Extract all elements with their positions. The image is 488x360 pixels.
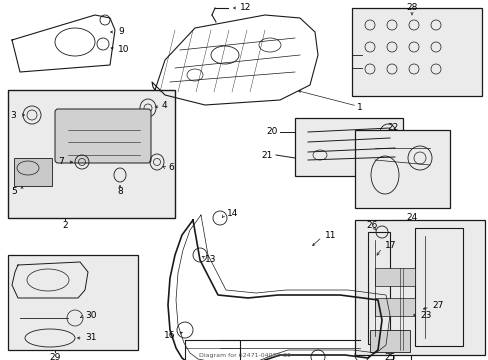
Text: 9: 9 — [118, 27, 123, 36]
Text: 11: 11 — [325, 230, 336, 239]
Text: 6: 6 — [168, 163, 173, 172]
Text: 22: 22 — [386, 122, 398, 131]
Bar — [354, 220, 484, 355]
Text: 27: 27 — [431, 301, 443, 310]
Text: 26: 26 — [366, 220, 377, 230]
Text: 4: 4 — [162, 102, 167, 111]
Bar — [8, 255, 138, 350]
Text: 24: 24 — [406, 213, 417, 222]
Text: 20: 20 — [266, 127, 278, 136]
Text: 12: 12 — [240, 4, 251, 13]
Text: 7: 7 — [58, 158, 64, 166]
Bar — [184, 340, 240, 360]
Text: 21: 21 — [261, 150, 272, 159]
Bar — [374, 298, 414, 316]
Text: 3: 3 — [10, 111, 16, 120]
Text: 29: 29 — [49, 352, 61, 360]
Bar — [351, 8, 481, 96]
FancyBboxPatch shape — [55, 109, 151, 163]
Text: 10: 10 — [118, 45, 129, 54]
Text: 2: 2 — [62, 220, 68, 230]
Text: 31: 31 — [85, 333, 96, 342]
Text: 13: 13 — [204, 256, 216, 265]
Bar — [392, 220, 410, 360]
Bar — [374, 268, 414, 286]
Text: 17: 17 — [384, 240, 396, 249]
Text: 14: 14 — [226, 208, 238, 217]
Text: Diagram for 62471-04020-C0: Diagram for 62471-04020-C0 — [198, 353, 290, 358]
Bar — [369, 330, 409, 352]
Text: 30: 30 — [85, 311, 96, 320]
Text: 8: 8 — [117, 188, 122, 197]
Bar — [414, 228, 462, 346]
Text: 25: 25 — [384, 354, 395, 360]
Text: 1: 1 — [356, 104, 362, 112]
Bar — [367, 232, 389, 344]
Bar — [294, 118, 402, 176]
Text: 28: 28 — [406, 4, 417, 13]
Text: 23: 23 — [419, 310, 430, 320]
Bar — [354, 130, 449, 208]
Bar — [14, 158, 52, 186]
Bar — [8, 90, 175, 218]
Text: 5: 5 — [11, 188, 17, 197]
Text: 16: 16 — [163, 330, 175, 339]
